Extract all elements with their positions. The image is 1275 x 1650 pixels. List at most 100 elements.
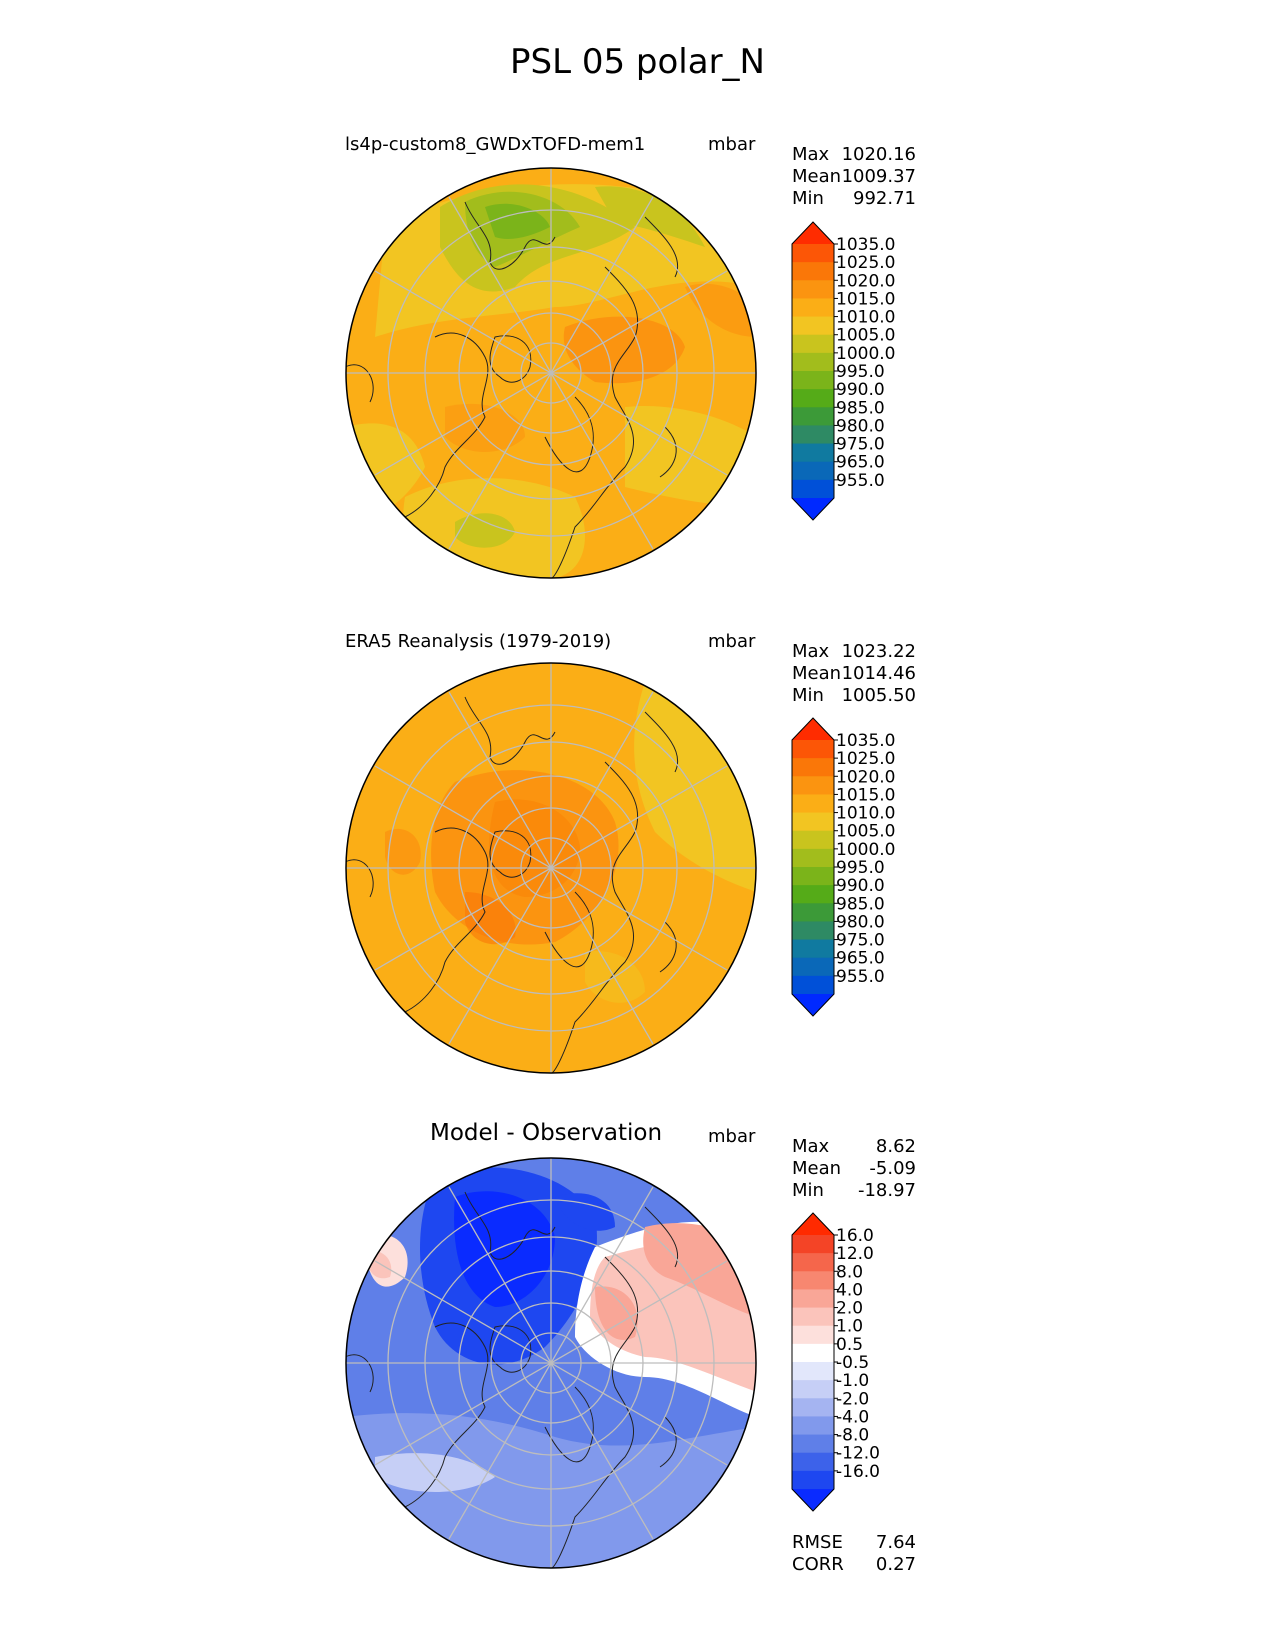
colorbar-segment	[792, 371, 834, 390]
colorbar-segment	[792, 1362, 834, 1381]
colorbar-segment	[792, 1307, 834, 1327]
colorbar-segment	[792, 443, 834, 463]
colorbar-segment	[792, 758, 834, 777]
colorbar-tick-label: 16.0	[836, 1226, 874, 1246]
stat-label: Min	[792, 188, 824, 209]
colorbar-segment	[792, 1398, 834, 1417]
colorbar-tick-label: 1020.0	[836, 767, 895, 787]
colorbar-tick-label: 0.5	[836, 1335, 863, 1355]
colorbar-tick-label: 1025.0	[836, 749, 895, 769]
colorbar-extend-min	[792, 498, 834, 520]
colorbar-tick-label: 1015.0	[836, 785, 895, 805]
colorbar-tick-label: 955.0	[836, 967, 885, 987]
colorbar-segment	[792, 776, 834, 795]
colorbar-tick-label: 1020.0	[836, 271, 895, 291]
colorbar-tick-label: -12.0	[836, 1444, 880, 1464]
colorbar-segment	[792, 1343, 834, 1363]
colorbar-segment	[792, 1434, 834, 1454]
panel1-colorbar: 955.0965.0975.0980.0985.0990.0995.01000.…	[791, 221, 895, 521]
colorbar-tick-label: 1015.0	[836, 289, 895, 309]
colorbar-segment	[792, 957, 834, 977]
colorbar-tick-label: 1.0	[836, 1317, 863, 1337]
colorbar-segment	[792, 1325, 834, 1345]
colorbar-tick-label: -2.0	[836, 1389, 869, 1409]
colorbar-segment	[792, 1271, 834, 1290]
panel2-stats: Max 1023.22 Mean 1014.46 Min 1005.50	[792, 641, 916, 707]
panel3-units: mbar	[708, 1126, 756, 1147]
colorbar-tick-label: 995.0	[836, 362, 885, 382]
colorbar-segment	[792, 479, 834, 499]
colorbar-tick-label: 8.0	[836, 1262, 863, 1282]
colorbar-tick-label: 985.0	[836, 894, 885, 914]
panel2-graticule	[346, 663, 756, 1073]
colorbar-segment	[792, 1470, 834, 1490]
colorbar-segment	[792, 1452, 834, 1472]
colorbar-segment	[792, 921, 834, 941]
stat-label: Max	[792, 1136, 830, 1157]
colorbar-tick-label: 965.0	[836, 949, 885, 969]
colorbar-tick-label: 1025.0	[836, 253, 895, 273]
stat-value: 1020.16	[841, 144, 916, 165]
colorbar-extend-max	[792, 1213, 834, 1235]
colorbar-tick-label: 4.0	[836, 1280, 863, 1300]
stat-label: Max	[792, 641, 830, 662]
colorbar-segment	[792, 1289, 834, 1309]
panel3-stats: Max 8.62 Mean -5.09 Min -18.97	[792, 1136, 916, 1202]
colorbar-segment	[792, 461, 834, 481]
colorbar-tick-label: 1000.0	[836, 344, 895, 364]
colorbar-tick-label: 990.0	[836, 876, 885, 896]
figure-title: PSL 05 polar_N	[510, 42, 765, 82]
stat-label: Mean	[792, 1158, 842, 1179]
colorbar-segment	[792, 280, 834, 299]
panel1-stats: Max 1020.16 Mean 1009.37 Min 992.71	[792, 144, 916, 210]
colorbar-segment	[792, 1253, 834, 1272]
colorbar-tick-label: 990.0	[836, 380, 885, 400]
panel3-metrics: RMSE 7.64 CORR 0.27	[792, 1532, 916, 1576]
colorbar-segment	[792, 1380, 834, 1399]
colorbar-segment	[792, 316, 834, 336]
metric-value: 7.64	[875, 1532, 916, 1553]
colorbar-tick-label: 980.0	[836, 912, 885, 932]
colorbar-outline	[791, 1212, 835, 1512]
panel3-polar-map	[345, 1157, 757, 1569]
stat-label: Mean	[792, 663, 842, 684]
panel2-title: ERA5 Reanalysis (1979-2019)	[345, 631, 612, 652]
colorbar-tick-label: 1010.0	[836, 804, 895, 824]
stat-value: 8.62	[875, 1136, 916, 1157]
colorbar-segment	[792, 740, 834, 759]
colorbar-segment	[792, 1235, 834, 1254]
stat-value: -5.09	[869, 1158, 916, 1179]
colorbar-segment	[792, 885, 834, 904]
colorbar-extend-min	[792, 1489, 834, 1511]
stat-label: Min	[792, 1180, 824, 1201]
stat-value: 1023.22	[841, 641, 916, 662]
colorbar-tick-label: -16.0	[836, 1462, 880, 1482]
colorbar-tick-label: 1005.0	[836, 326, 895, 346]
colorbar-segment	[792, 425, 834, 445]
panel2-colorbar: 955.0965.0975.0980.0985.0990.0995.01000.…	[791, 717, 895, 1017]
panel2-units: mbar	[708, 631, 756, 652]
colorbar-tick-label: 1005.0	[836, 822, 895, 842]
stat-value: 992.71	[853, 188, 916, 209]
metric-value: 0.27	[875, 1554, 916, 1575]
colorbar-segment	[792, 975, 834, 995]
colorbar-tick-label: 995.0	[836, 858, 885, 878]
colorbar-tick-label: 1000.0	[836, 840, 895, 860]
colorbar-segment	[792, 939, 834, 959]
colorbar-segment	[792, 903, 834, 922]
panel2-polar-map	[345, 662, 757, 1074]
colorbar-segment	[792, 867, 834, 886]
panel1-graticule	[346, 168, 756, 578]
colorbar-segment	[792, 848, 834, 868]
colorbar-tick-label: 975.0	[836, 435, 885, 455]
stat-value: 1009.37	[841, 166, 916, 187]
panel1-units: mbar	[708, 134, 756, 155]
colorbar-segment	[792, 298, 834, 318]
stat-label: Mean	[792, 166, 842, 187]
panel1-title: ls4p-custom8_GWDxTOFD-mem1	[345, 134, 646, 155]
panel1-map-boundary	[345, 167, 757, 579]
stat-value: 1005.50	[841, 685, 916, 706]
panel3-colorbar: -16.0-12.0-8.0-4.0-2.0-1.0-0.50.51.02.04…	[791, 1212, 880, 1512]
colorbar-tick-label: 980.0	[836, 416, 885, 436]
colorbar-segment	[792, 1416, 834, 1436]
